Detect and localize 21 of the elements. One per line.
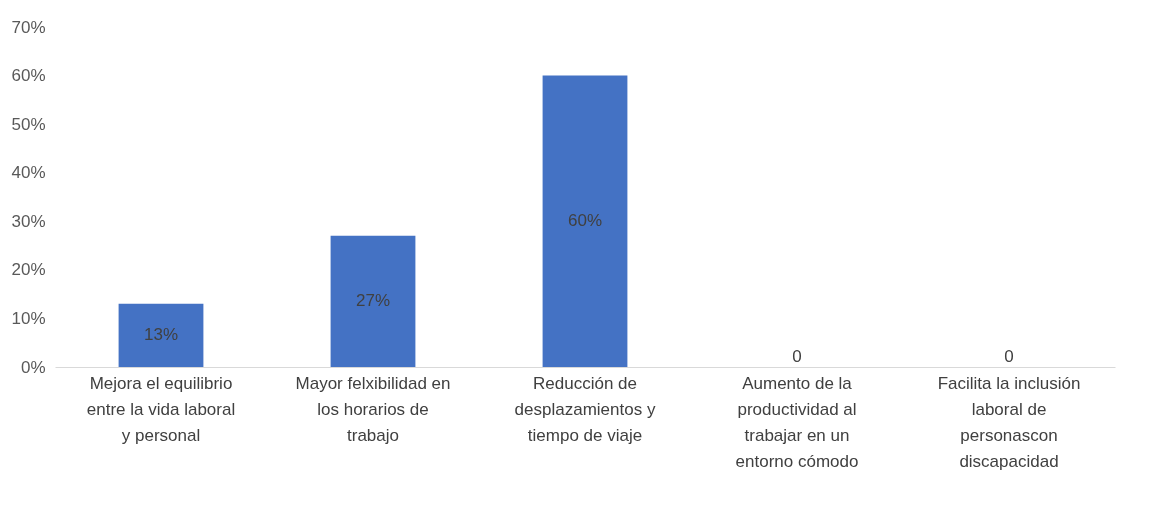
y-tick-label: 0% [20,357,46,377]
y-tick-label: 60% [11,66,46,86]
data-label: 60% [567,211,603,231]
y-tick-label: 20% [11,260,46,280]
bar [118,303,204,367]
y-tick-label: 40% [11,163,46,183]
bar [542,75,628,367]
x-tick-label: Aumento de la productividad al trabajar en un entorno cómodo [735,373,859,471]
x-tick-label: Mayor felxibilidad en los horarios de trabajo [295,373,451,445]
x-tick-label: Mejora el equilibrio entre la vida laboral y personal [86,373,236,445]
y-tick-label: 70% [11,17,46,37]
y-tick-label: 30% [11,211,46,231]
data-label: 0 [1004,347,1014,366]
bar [330,235,416,367]
data-label: 27% [355,291,391,311]
x-tick-label: Facilita la inclusión laboral de personascon discapacidad [937,373,1081,471]
y-tick-label: 10% [11,308,46,328]
y-tick-label: 50% [11,114,46,134]
data-label: 13% [143,325,179,345]
x-tick-label: Reducción de desplazamientos y tiempo de viaje [514,373,656,445]
data-label: 0 [792,347,802,366]
